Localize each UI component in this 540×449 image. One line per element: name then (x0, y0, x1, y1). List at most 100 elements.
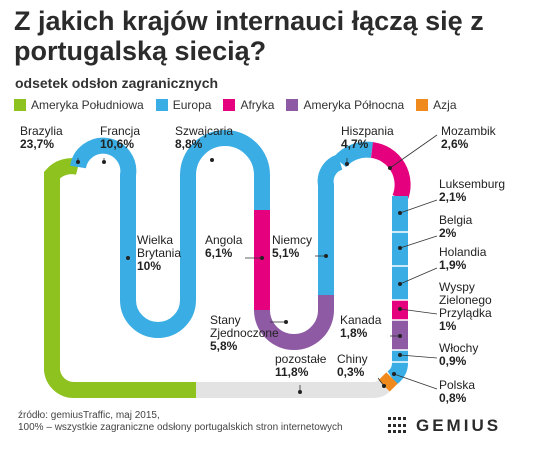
label-value-niemcy: 5,1% (272, 246, 300, 260)
legend-label: Ameryka Południowa (31, 98, 144, 112)
label-name-holandia: Holandia (439, 245, 487, 259)
leader-dot-usa (284, 320, 288, 324)
label-wyspy: Wyspy Zielonego Przylądka 1% (439, 280, 492, 333)
label-value-hiszpania: 4,7% (341, 137, 369, 151)
label-wb: Wielka Brytania 10% (137, 233, 181, 273)
segment-wielka-brytania (120, 175, 196, 338)
segment-niemcy (317, 154, 343, 295)
legend: Ameryka Południowa Europa Afryka Ameryka… (14, 98, 469, 112)
segment-polska (387, 361, 408, 385)
leader-dot-brazylia (76, 160, 80, 164)
legend-label: Azja (433, 98, 457, 112)
label-name-brazylia: Brazylia (20, 124, 63, 138)
leader-line-luksemburg (399, 199, 438, 214)
legend-item-europa: Europa (155, 98, 212, 112)
label-value-kanada: 1,8% (340, 326, 368, 340)
legend-swatch (155, 99, 168, 111)
label-pozostale: pozostałe 11,8% (275, 352, 327, 379)
leader-dot-chiny (382, 384, 386, 388)
label-value-holandia: 1,9% (439, 258, 467, 272)
label-name-francja: Francja (100, 124, 140, 138)
page-title: Z jakich krajów internauci łączą się z p… (14, 6, 484, 66)
leader-line-wlochy (399, 354, 438, 359)
label-value-belgia: 2% (439, 226, 457, 240)
legend-label: Europa (172, 98, 212, 112)
leader-line-polska (393, 373, 438, 390)
segment-pozostale (196, 379, 390, 398)
label-usa: Stany Zjednoczone 5,8% (210, 313, 279, 353)
leader-line-mozambik (389, 134, 438, 169)
legend-swatch (286, 99, 299, 111)
legend-item-azja: Azja (416, 98, 457, 112)
leader-dot-niemcy (324, 254, 328, 258)
label-name-kanada: Kanada (340, 313, 382, 327)
label-name-belgia: Belgia (439, 213, 473, 227)
label-szwajcaria: Szwajcaria 8,8% (175, 124, 233, 151)
legend-item-ameryka-polnocna: Ameryka Północna (286, 98, 404, 112)
label-name-wyspy: Przylądka (439, 306, 492, 320)
segment-mozambik (370, 142, 411, 202)
leader-dot-hiszpania (345, 162, 349, 166)
label-value-brazylia: 23,7% (20, 137, 54, 151)
label-name-polska: Polska (439, 378, 475, 392)
leader-dot-wb (126, 256, 130, 260)
label-value-chiny: 0,3% (337, 365, 365, 379)
label-name-pozostale: pozostałe (275, 352, 327, 366)
leader-dot-polska (392, 372, 396, 376)
label-value-angola: 6,1% (205, 246, 233, 260)
leader-dot-angola (260, 256, 264, 260)
label-value-mozambik: 2,6% (441, 137, 469, 151)
label-belgia: Belgia 2% (439, 213, 473, 240)
label-value-wb: 10% (137, 259, 161, 273)
label-holandia: Holandia 1,9% (439, 245, 487, 272)
leader-line-holandia (399, 267, 438, 285)
leader-dot-kanada (398, 334, 402, 338)
leader-line-wyspy (399, 308, 438, 315)
label-value-szwajcaria: 8,8% (175, 137, 203, 151)
label-name-luksemburg: Luksemburg (439, 177, 505, 191)
leader-dot-wlochy (398, 353, 402, 357)
logo-dots-icon (388, 417, 408, 435)
legend-swatch (223, 99, 236, 111)
label-value-wlochy: 0,9% (439, 354, 467, 368)
gemius-logo: GEMIUS (388, 416, 501, 436)
segment-hiszpania (333, 141, 374, 168)
label-name-wb: Brytania (137, 246, 181, 260)
logo-text: GEMIUS (416, 416, 502, 435)
legend-label: Afryka (240, 98, 275, 112)
label-name-wb: Wielka (137, 233, 173, 247)
label-name-wyspy: Zielonego (439, 293, 492, 307)
leader-dot-pozostale (298, 390, 302, 394)
label-value-usa: 5,8% (210, 339, 238, 353)
label-value-polska: 0,8% (439, 391, 467, 405)
label-mozambik: Mozambik 2,6% (441, 124, 497, 151)
segment-brazylia (44, 158, 196, 399)
leader-line-belgia (399, 235, 438, 249)
label-name-niemcy: Niemcy (272, 233, 312, 247)
label-luksemburg: Luksemburg 2,1% (439, 177, 505, 204)
chart-subtitle: odsetek odsłon zagranicznych (15, 75, 219, 91)
label-value-francja: 10,6% (100, 137, 134, 151)
label-value-pozostale: 11,8% (275, 365, 309, 379)
leader-dot-wyspy (398, 307, 402, 311)
label-name-wlochy: Włochy (439, 341, 478, 355)
label-francja: Francja 10,6% (100, 124, 140, 151)
leader-dot-szwajcaria (210, 158, 214, 162)
legend-label: Ameryka Północna (303, 98, 405, 112)
label-name-szwajcaria: Szwajcaria (175, 124, 233, 138)
label-name-usa: Zjednoczone (210, 326, 279, 340)
label-angola: Angola 6,1% (205, 233, 243, 260)
label-polska: Polska 0,8% (439, 378, 475, 405)
label-wlochy: Włochy 0,9% (439, 341, 478, 368)
label-name-wyspy: Wyspy (439, 280, 475, 294)
leader-dot-belgia (398, 246, 402, 250)
leader-dot-holandia (398, 282, 402, 286)
legend-swatch (14, 99, 26, 111)
label-chiny: Chiny 0,3% (337, 352, 368, 379)
label-niemcy: Niemcy 5,1% (272, 233, 312, 260)
label-value-wyspy: 1% (439, 319, 457, 333)
label-name-mozambik: Mozambik (441, 124, 497, 138)
source-note: źródło: gemiusTraffic, maj 2015, (18, 410, 160, 421)
footer: źródło: gemiusTraffic, maj 2015, 100% – … (18, 410, 343, 434)
